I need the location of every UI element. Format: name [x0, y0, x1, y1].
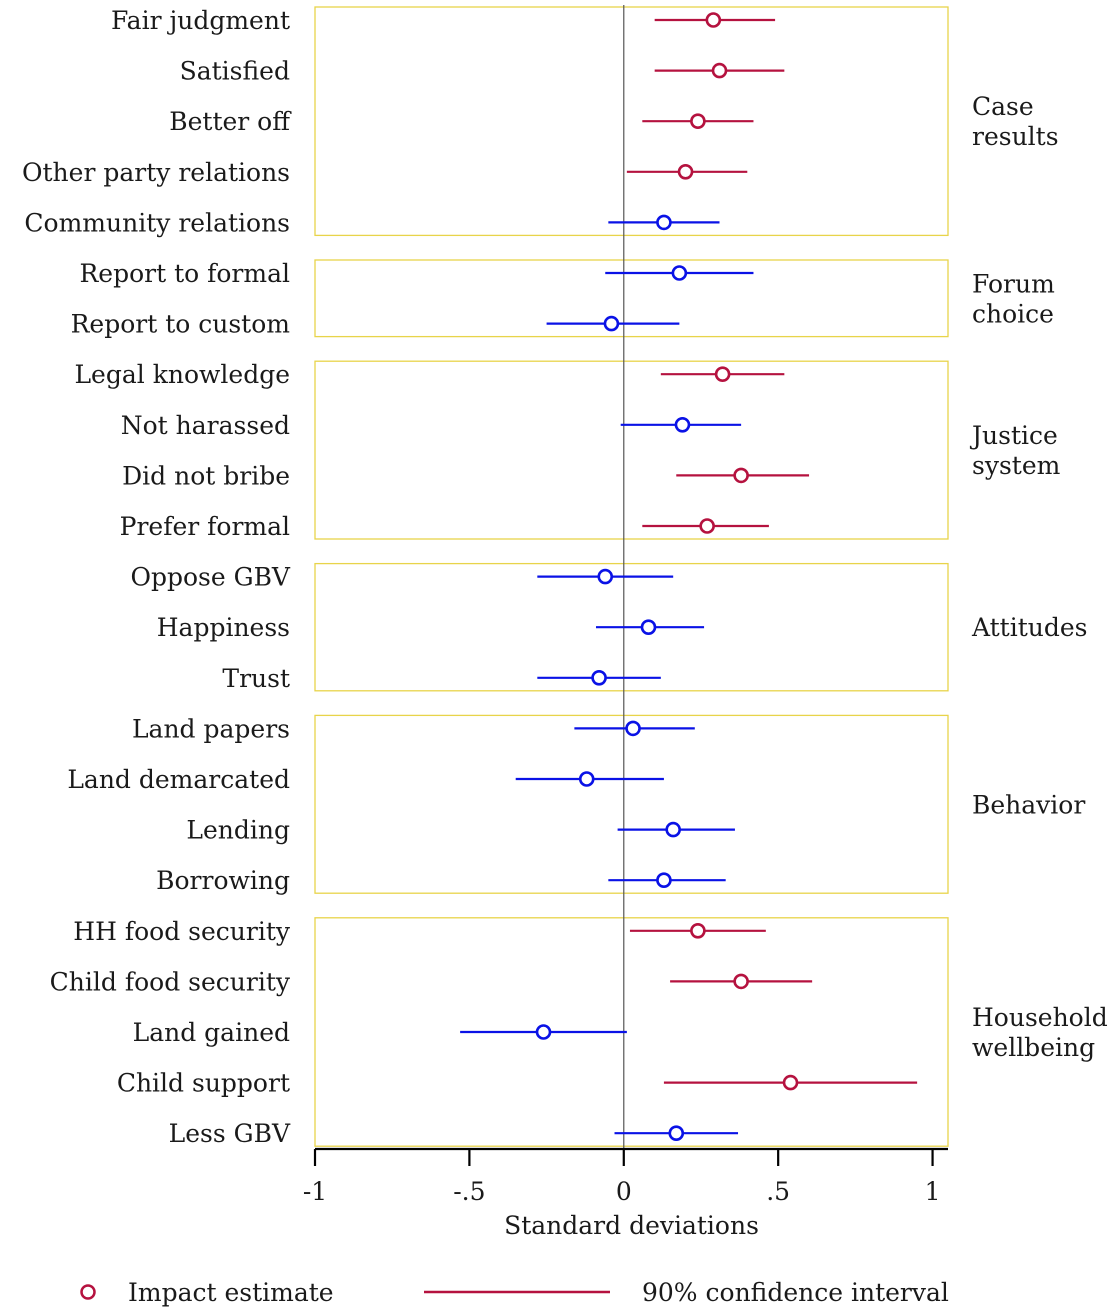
x-tick-label: 0 [616, 1177, 632, 1206]
row-label: Satisfied [180, 57, 290, 86]
group-label: Attitudes [971, 613, 1087, 642]
row-label: Trust [222, 664, 290, 693]
estimate-point [591, 669, 607, 686]
legend-marker-label: Impact estimate [128, 1278, 334, 1307]
group-label: system [972, 451, 1061, 480]
estimate-point [625, 720, 641, 737]
row-label: Land demarcated [67, 765, 290, 794]
row-label: Land gained [133, 1018, 290, 1047]
row-label: Fair judgment [111, 6, 290, 35]
row-label: Land papers [132, 714, 290, 743]
row-label: HH food security [73, 917, 291, 946]
estimate-rows: Fair judgment Satisfied Better off Other pa… [22, 6, 918, 1148]
estimate-point [656, 872, 672, 889]
estimate-point [733, 467, 749, 484]
group-label: results [972, 122, 1059, 151]
group-box [314, 917, 949, 1147]
group-box [314, 360, 949, 540]
row-label: Community relations [24, 208, 290, 237]
row-label: Less GBV [169, 1119, 291, 1148]
estimate-point [677, 164, 694, 180]
row-label: Child support [117, 1069, 290, 1098]
row-label: Report to custom [71, 310, 291, 339]
row-label: Legal knowledge [74, 360, 290, 389]
group-label: Case [972, 92, 1034, 121]
row-label: Lending [186, 816, 290, 845]
estimate-point [705, 12, 722, 28]
row-label: Report to formal [79, 259, 290, 288]
row-label: Borrowing [156, 866, 290, 895]
group-boxes [314, 6, 949, 1147]
row-label: Oppose GBV [130, 563, 290, 592]
estimate-point [714, 366, 731, 383]
estimate-point [603, 315, 620, 332]
estimate-point [733, 973, 749, 990]
x-tick-label: -.5 [453, 1177, 485, 1206]
x-tick-label: 1 [925, 1177, 941, 1206]
row-label: Other party relations [22, 158, 290, 187]
estimate-point [690, 922, 706, 939]
estimate-point [597, 568, 614, 585]
estimate-point [674, 416, 691, 433]
group-label: Justice [969, 421, 1058, 450]
group-label: Forum [972, 269, 1055, 298]
estimate-point [671, 265, 688, 281]
row-label: Prefer formal [120, 512, 290, 541]
estimate-point [711, 62, 728, 79]
legend-marker-icon [80, 1284, 96, 1300]
estimate-point [690, 113, 706, 129]
row-label: Better off [169, 107, 292, 136]
group-label: wellbeing [972, 1033, 1095, 1062]
group-box [314, 259, 949, 338]
legend-line-label: 90% confidence interval [642, 1278, 949, 1307]
row-label: Not harassed [121, 411, 290, 440]
x-axis: -1 -.5 0 .5 1 [303, 1147, 948, 1206]
group-box [314, 714, 949, 894]
row-label: Child food security [50, 967, 291, 996]
legend: Impact estimate 90% confidence interval [80, 1278, 949, 1307]
row-label: Did not bribe [122, 461, 290, 490]
estimate-point [699, 518, 715, 534]
estimate-point [578, 771, 595, 787]
estimate-point [640, 619, 657, 636]
estimate-point [665, 821, 681, 838]
estimate-point [668, 1125, 685, 1141]
row-label: Happiness [157, 613, 290, 642]
x-tick-label: -1 [303, 1177, 327, 1206]
estimate-point [535, 1024, 552, 1040]
group-label: Behavior [972, 790, 1085, 819]
estimate-point [782, 1074, 799, 1091]
estimate-point [656, 214, 672, 231]
group-box [314, 6, 949, 237]
group-label: Household [972, 1003, 1108, 1032]
group-label: choice [972, 299, 1054, 328]
x-tick-label: .5 [766, 1177, 790, 1206]
group-box [314, 562, 949, 692]
x-axis-title: Standard deviations [504, 1211, 759, 1240]
